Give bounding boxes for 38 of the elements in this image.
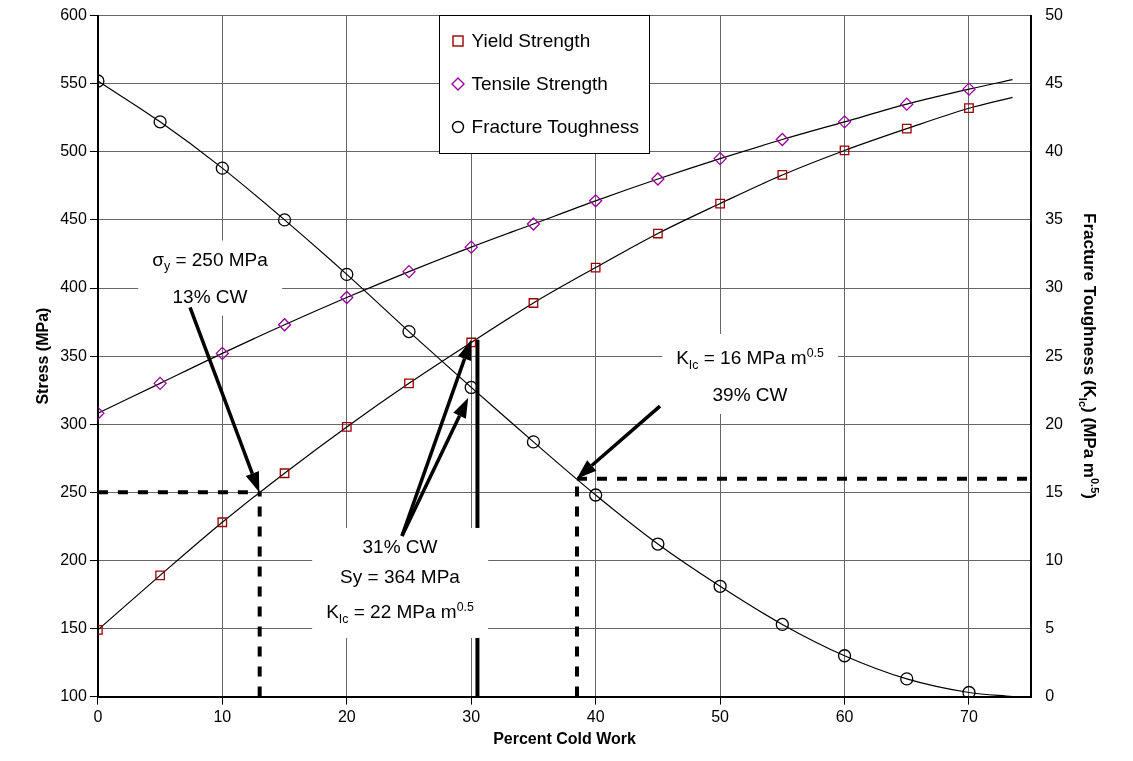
x-tick-label: 20 (337, 707, 356, 725)
y2-tick-label: 25 (1045, 346, 1064, 364)
y-tick-label: 500 (60, 142, 87, 160)
x-axis-title: Percent Cold Work (493, 729, 637, 747)
y2-tick-label: 40 (1045, 142, 1064, 160)
y2-tick-label: 0 (1045, 687, 1055, 705)
y2-tick-label: 45 (1045, 74, 1064, 92)
y2-tick-label: 10 (1045, 550, 1064, 568)
y2-tick-label: 20 (1045, 414, 1064, 432)
annotation: 31% CW Sy = 364 MPa K$_{Ic}$ = 22 MPa m$^{0.5}$ (326, 534, 474, 629)
y-tick-label: 300 (60, 414, 87, 432)
y-tick-label: 150 (60, 618, 87, 636)
y-tick-label: 200 (60, 550, 87, 568)
y-tick-label: 100 (60, 687, 87, 705)
y2-tick-label: 5 (1045, 618, 1055, 636)
legend-label: Yield Strength (471, 30, 591, 53)
legend-label: Tensile Strength (471, 73, 608, 96)
y-tick-label: 450 (60, 210, 87, 228)
y-tick-label: 600 (60, 6, 87, 24)
y-tick-label: 550 (60, 74, 87, 92)
y2-tick-label: 15 (1045, 482, 1064, 500)
y2-tick-label: 35 (1045, 210, 1064, 228)
annotation: σ$_{y}$ = 250 MPa 13% CW (152, 247, 268, 309)
y-tick-label: 250 (60, 482, 87, 500)
x-tick-label: 40 (586, 707, 605, 725)
y2-tick-label: 30 (1045, 278, 1064, 296)
y2-tick-label: 50 (1045, 6, 1064, 24)
y-tick-label: 350 (60, 346, 87, 364)
x-tick-label: 60 (835, 707, 854, 725)
legend-label: Fracture Toughness (471, 116, 640, 139)
x-tick-label: 70 (960, 707, 978, 725)
y-axis-title: Stress (MPa) (34, 307, 52, 405)
x-tick-label: 0 (93, 707, 103, 725)
x-tick-label: 30 (462, 707, 481, 725)
x-tick-label: 10 (213, 707, 232, 725)
x-tick-label: 50 (711, 707, 730, 725)
y-tick-label: 400 (60, 278, 87, 296)
text: K$_{Ic}$ = 16 MPa m$^{0.5}$ 39% CW (676, 345, 824, 406)
